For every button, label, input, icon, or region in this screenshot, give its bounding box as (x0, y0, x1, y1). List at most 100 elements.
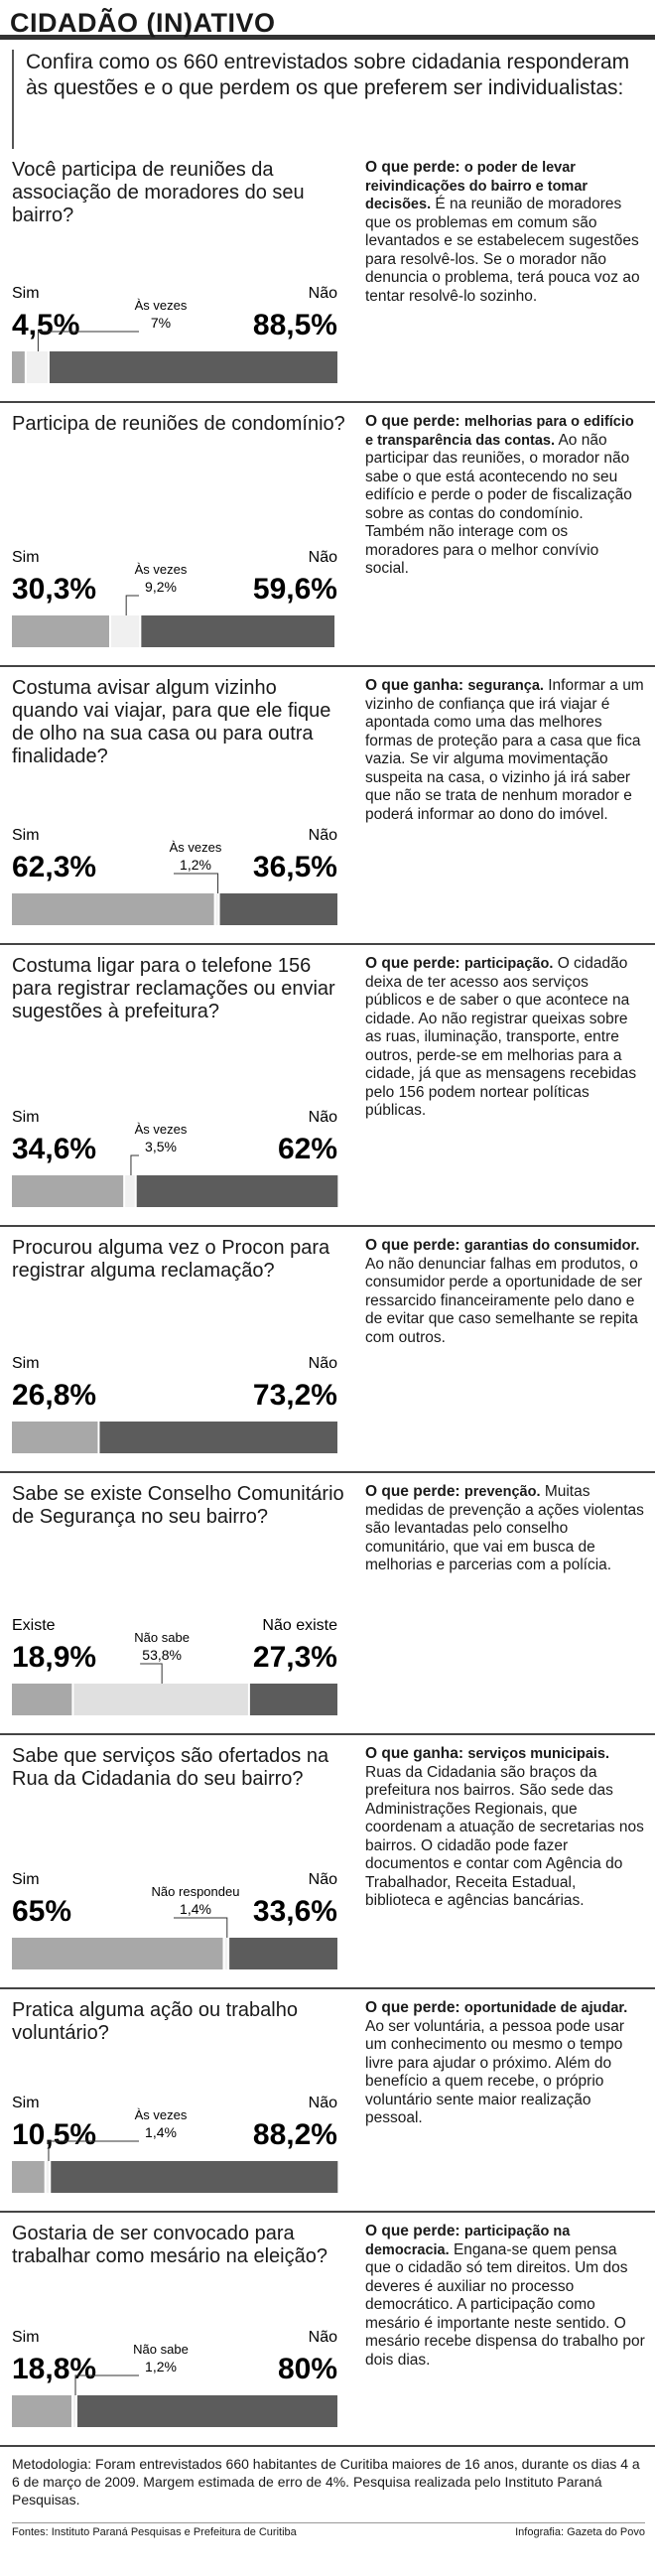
question-text: Você participa de reuniões da associação… (12, 159, 305, 226)
answer-value: 1,2% (180, 857, 211, 873)
note-heading: serviços municipais. (467, 1746, 610, 1762)
answer-label: Sim (12, 827, 40, 844)
question-section: Pratica alguma ação ou trabalho voluntár… (0, 1989, 655, 2213)
bar-segment (12, 893, 214, 925)
answer-label: Sim (12, 1871, 40, 1888)
answer-note: O que ganha: serviços municipais. Ruas d… (365, 1745, 645, 1987)
bar-segment (73, 2395, 75, 2427)
question-column: Sabe se existe Conselho Comunitário de S… (12, 1483, 347, 1733)
answer-label: Às vezes (170, 840, 222, 855)
answer-chart: Sim 10,5% Não 88,2% Às vezes 1,4% (12, 2095, 338, 2193)
note-kind: O que ganha: (365, 1745, 464, 1762)
bar-segment (12, 2395, 72, 2427)
question-section: Sabe se existe Conselho Comunitário de S… (0, 1473, 655, 1735)
answer-label: Existe (12, 1617, 56, 1634)
note-kind: O que perde: (365, 955, 460, 972)
question-section: Costuma ligar para o telefone 156 para r… (0, 945, 655, 1227)
answer-chart: Sim 65% Não 33,6% Não respondeu 1,4% (12, 1871, 337, 1969)
connector (174, 873, 219, 893)
questions: Você participa de reuniões da associação… (0, 149, 655, 2447)
question-text: Sabe se existe Conselho Comunitário de S… (12, 1483, 344, 1528)
answer-value: 59,6% (253, 573, 337, 606)
answer-label: Sim (12, 1109, 40, 1126)
question-section: Sabe que serviços são ofertados na Rua d… (0, 1735, 655, 1989)
title: CIDADÃO (IN)ATIVO (0, 0, 655, 40)
answer-value: 36,5% (253, 851, 337, 883)
answer-chart: Sim 4,5% Não 88,5% Às vezes 7% (12, 285, 337, 383)
bar-segment (12, 2161, 45, 2193)
question-column: Costuma avisar algum vizinho quando vai … (12, 677, 347, 943)
answer-value: 62,3% (12, 851, 96, 883)
bar-segment (49, 351, 337, 383)
answer-label: Sim (12, 285, 40, 302)
answer-label: Sim (12, 2095, 40, 2111)
question-column: Costuma ligar para o telefone 156 para r… (12, 955, 347, 1225)
answer-value: 1,2% (145, 2359, 177, 2374)
answer-chart: Sim 34,6% Não 62% Às vezes 3,5% (12, 1109, 338, 1207)
answer-value: 65% (12, 1895, 71, 1928)
note-heading: oportunidade de ajudar. (463, 2000, 628, 2016)
note-kind: O que perde: (365, 2223, 460, 2239)
answer-label: Não (309, 285, 337, 302)
question-column: Participa de reuniões de condomínio? Sim 3… (12, 413, 347, 665)
note-body: É na reunião de moradores que os problem… (365, 196, 640, 305)
bar-segment (77, 2395, 337, 2427)
answer-label: Às vezes (135, 562, 188, 577)
answer-label: Não (309, 2329, 337, 2346)
answer-value: 7% (151, 315, 171, 331)
answer-value: 10,5% (12, 2118, 96, 2151)
answer-chart: Existe 18,9% Não existe 27,3% Não sabe 53,8% (12, 1617, 337, 1715)
note-body: Informar a um vizinho de confiança que i… (365, 677, 644, 823)
question-section: Você participa de reuniões da associação… (0, 149, 655, 403)
question-text: Costuma avisar algum vizinho quando vai … (12, 677, 331, 767)
note-heading: melhorias para o edifício e transparênci… (365, 414, 634, 449)
answer-value: 9,2% (145, 579, 177, 595)
bar-segment (110, 615, 140, 647)
answer-value: 18,8% (12, 2353, 96, 2385)
note-kind: O que perde: (365, 413, 460, 430)
answer-label: Sim (12, 2329, 40, 2346)
question-section: Participa de reuniões de condomínio? Sim 3… (0, 403, 655, 667)
answer-label: Não (309, 827, 337, 844)
bar-segment (224, 1938, 228, 1969)
note-kind: O que perde: (365, 1483, 460, 1500)
answer-value: 3,5% (145, 1139, 177, 1154)
answer-value: 88,2% (253, 2118, 337, 2151)
answer-label: Não existe (262, 1617, 337, 1634)
question-column: Pratica alguma ação ou trabalho voluntár… (12, 1999, 347, 2211)
answer-value: 4,5% (12, 309, 79, 341)
answer-value: 27,3% (253, 1641, 337, 1674)
methodology: Metodologia: Foram entrevistados 660 hab… (12, 2456, 640, 2508)
bar-segment (26, 351, 48, 383)
connector (48, 2140, 139, 2161)
answer-label: Às vezes (135, 2107, 188, 2122)
bar-segment (46, 2161, 50, 2193)
question-text: Procurou alguma vez o Procon para regist… (12, 1237, 330, 1282)
bar-segment (125, 1175, 135, 1207)
answer-note: O que perde: participação. O cidadão dei… (365, 955, 645, 1225)
answer-label: Não (309, 1871, 337, 1888)
note-body: Engana-se quem pensa que o cidadão só te… (365, 2240, 645, 2369)
note-kind: O que perde: (365, 1999, 460, 2016)
answer-chart: Sim 62,3% Não 36,5% Às vezes 1,2% (12, 827, 337, 925)
answer-value: 73,2% (253, 1379, 337, 1412)
bar-segment (219, 893, 337, 925)
bar-segment (99, 1422, 337, 1453)
answer-label: Não sabe (133, 2342, 189, 2357)
answer-value: 53,8% (142, 1647, 182, 1663)
sources: Fontes: Instituto Paraná Pesquisas e Pre… (12, 2526, 297, 2538)
connector (174, 1917, 228, 1938)
question-text: Costuma ligar para o telefone 156 para r… (12, 955, 335, 1022)
bar-segment (12, 1684, 72, 1715)
answer-label: Sim (12, 1355, 40, 1372)
answer-label: Não (309, 549, 337, 566)
answer-note: O que perde: oportunidade de ajudar. Ao … (365, 1999, 645, 2211)
answer-value: 1,4% (180, 1901, 211, 1917)
answer-value: 62% (278, 1133, 337, 1165)
answer-label: Não respondeu (152, 1884, 240, 1899)
answer-value: 80% (278, 2353, 337, 2385)
answer-label: Às vezes (135, 1122, 188, 1137)
note-body: O cidadão deixa de ter acesso aos serviç… (365, 955, 637, 1119)
bar-segment (12, 615, 109, 647)
answer-note: O que perde: prevenção. Muitas medidas d… (365, 1483, 645, 1733)
